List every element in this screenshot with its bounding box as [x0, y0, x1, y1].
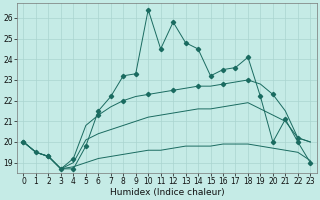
X-axis label: Humidex (Indice chaleur): Humidex (Indice chaleur): [109, 188, 224, 197]
